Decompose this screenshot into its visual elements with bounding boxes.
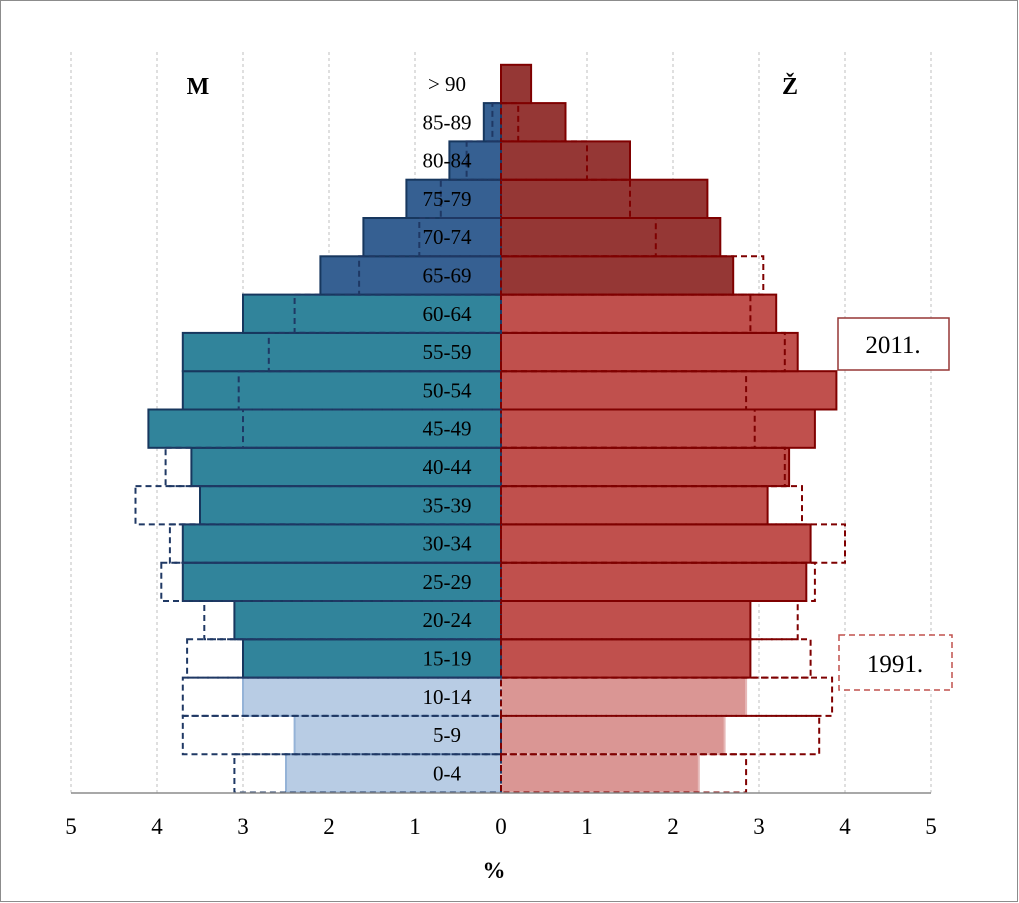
bar-2011-female-30-34 [500, 523, 812, 564]
bar-2011-male-40-44 [190, 446, 502, 488]
bar-1991-male-35-39 [134, 485, 502, 526]
bar-2011-male-25-29 [181, 561, 503, 603]
bar-2011-female-60-64 [500, 293, 778, 334]
x-tick-label: 2 [667, 814, 679, 839]
bar-1991-female-25-29 [500, 561, 816, 603]
bar-2011-male-30-34 [181, 523, 503, 564]
legend-1991: 1991. [838, 634, 953, 691]
bar-1991-female-85-89 [500, 102, 520, 143]
age-label-70-74: 70-74 [423, 225, 472, 249]
x-axis-title: % [483, 858, 506, 883]
bar-2011-female-45-49 [500, 408, 816, 449]
bar-1991-female-65-69 [500, 255, 765, 296]
bar-1991-female-45-49 [500, 408, 756, 449]
x-tick-label: 4 [839, 814, 851, 839]
bar-2011-female-80-84 [500, 140, 631, 181]
bars-1991 [134, 102, 846, 794]
age-label-55-59: 55-59 [423, 340, 472, 364]
bar-2011-female-> 90 [500, 63, 533, 105]
bar-2011-male-5-9 [293, 714, 502, 756]
legend-2011-box [837, 317, 950, 371]
age-label-75-79: 75-79 [423, 187, 472, 211]
age-label-85-89: 85-89 [423, 110, 472, 134]
legend-1991-box [838, 634, 953, 691]
bar-2011-female-50-54 [500, 370, 838, 411]
bar-1991-male-5-9 [181, 714, 503, 756]
bar-1991-male-45-49 [242, 408, 502, 449]
bar-2011-female-70-74 [500, 217, 722, 258]
bar-1991-female-20-24 [500, 600, 799, 641]
bar-2011-female-10-14 [500, 676, 748, 717]
x-tick-label: 3 [753, 814, 765, 839]
bar-1991-male-80-84 [465, 140, 503, 181]
x-tick-label: 0 [495, 814, 507, 839]
bar-1991-male-10-14 [181, 676, 503, 717]
age-label-35-39: 35-39 [423, 493, 472, 517]
legend-1991-label: 1991. [867, 651, 923, 678]
bar-1991-female-5-9 [500, 714, 821, 756]
female-side-label: Ž [782, 73, 798, 100]
bar-2011-female-25-29 [500, 561, 808, 603]
bar-2011-male-50-54 [181, 370, 503, 411]
age-label-15-19: 15-19 [423, 646, 472, 670]
age-label-40-44: 40-44 [423, 455, 472, 479]
bar-2011-male-10-14 [242, 676, 502, 717]
age-label-> 90: > 90 [428, 72, 466, 96]
age-label-20-24: 20-24 [423, 608, 472, 632]
bar-1991-male-85-89 [491, 102, 502, 143]
bar-2011-male-0-4 [285, 753, 502, 794]
age-label-65-69: 65-69 [423, 263, 472, 287]
bar-2011-female-0-4 [500, 753, 700, 794]
bar-1991-female-70-74 [500, 217, 657, 258]
bar-1991-male-70-74 [418, 217, 502, 258]
x-tick-label: 3 [237, 814, 249, 839]
bar-1991-female-80-84 [500, 140, 588, 181]
x-tick-label: 4 [151, 814, 163, 839]
bar-1991-female-15-19 [500, 638, 812, 679]
age-label-0-4: 0-4 [433, 761, 461, 785]
bar-1991-male-0-4 [233, 753, 502, 794]
age-label-25-29: 25-29 [423, 570, 472, 594]
male-side-label: M [187, 74, 210, 100]
bar-2011-female-40-44 [500, 446, 791, 488]
bar-2011-female-55-59 [500, 331, 799, 373]
age-label-5-9: 5-9 [433, 723, 461, 747]
age-label-60-64: 60-64 [423, 302, 472, 326]
bar-2011-female-5-9 [500, 714, 726, 756]
bar-2011-female-15-19 [500, 638, 752, 679]
bar-2011-female-75-79 [500, 178, 709, 219]
bar-1991-female-30-34 [500, 523, 846, 564]
x-tick-label: 1 [581, 814, 593, 839]
bar-1991-female-60-64 [500, 293, 752, 334]
bar-2011-female-20-24 [500, 600, 752, 641]
bar-2011-female-85-89 [500, 102, 567, 143]
age-label-45-49: 45-49 [423, 417, 472, 441]
age-label-50-54: 50-54 [423, 378, 472, 402]
x-tick-label: 5 [925, 814, 937, 839]
x-tick-label: 5 [65, 814, 77, 839]
x-tick-label: 2 [323, 814, 335, 839]
bar-2011-male-60-64 [242, 293, 502, 334]
legend-2011: 2011. [837, 317, 950, 371]
age-group-labels: 0-4 5-9 10-14 15-19 20-24 25-29 30-34 35-39 40-4… [423, 72, 472, 785]
legend-2011-label: 2011. [865, 332, 920, 359]
x-tick-label: 1 [409, 814, 421, 839]
bar-2011-male-65-69 [319, 255, 502, 296]
bars-2011 [147, 63, 838, 794]
age-label-30-34: 30-34 [423, 532, 472, 556]
bar-2011-female-35-39 [500, 485, 769, 526]
bar-1991-male-15-19 [186, 638, 502, 679]
age-label-10-14: 10-14 [423, 685, 472, 709]
x-tick-labels: 5 4 3 2 1 0 1 2 3 4 5 [65, 814, 937, 839]
age-label-80-84: 80-84 [423, 149, 472, 173]
bar-2011-female-65-69 [500, 255, 735, 296]
